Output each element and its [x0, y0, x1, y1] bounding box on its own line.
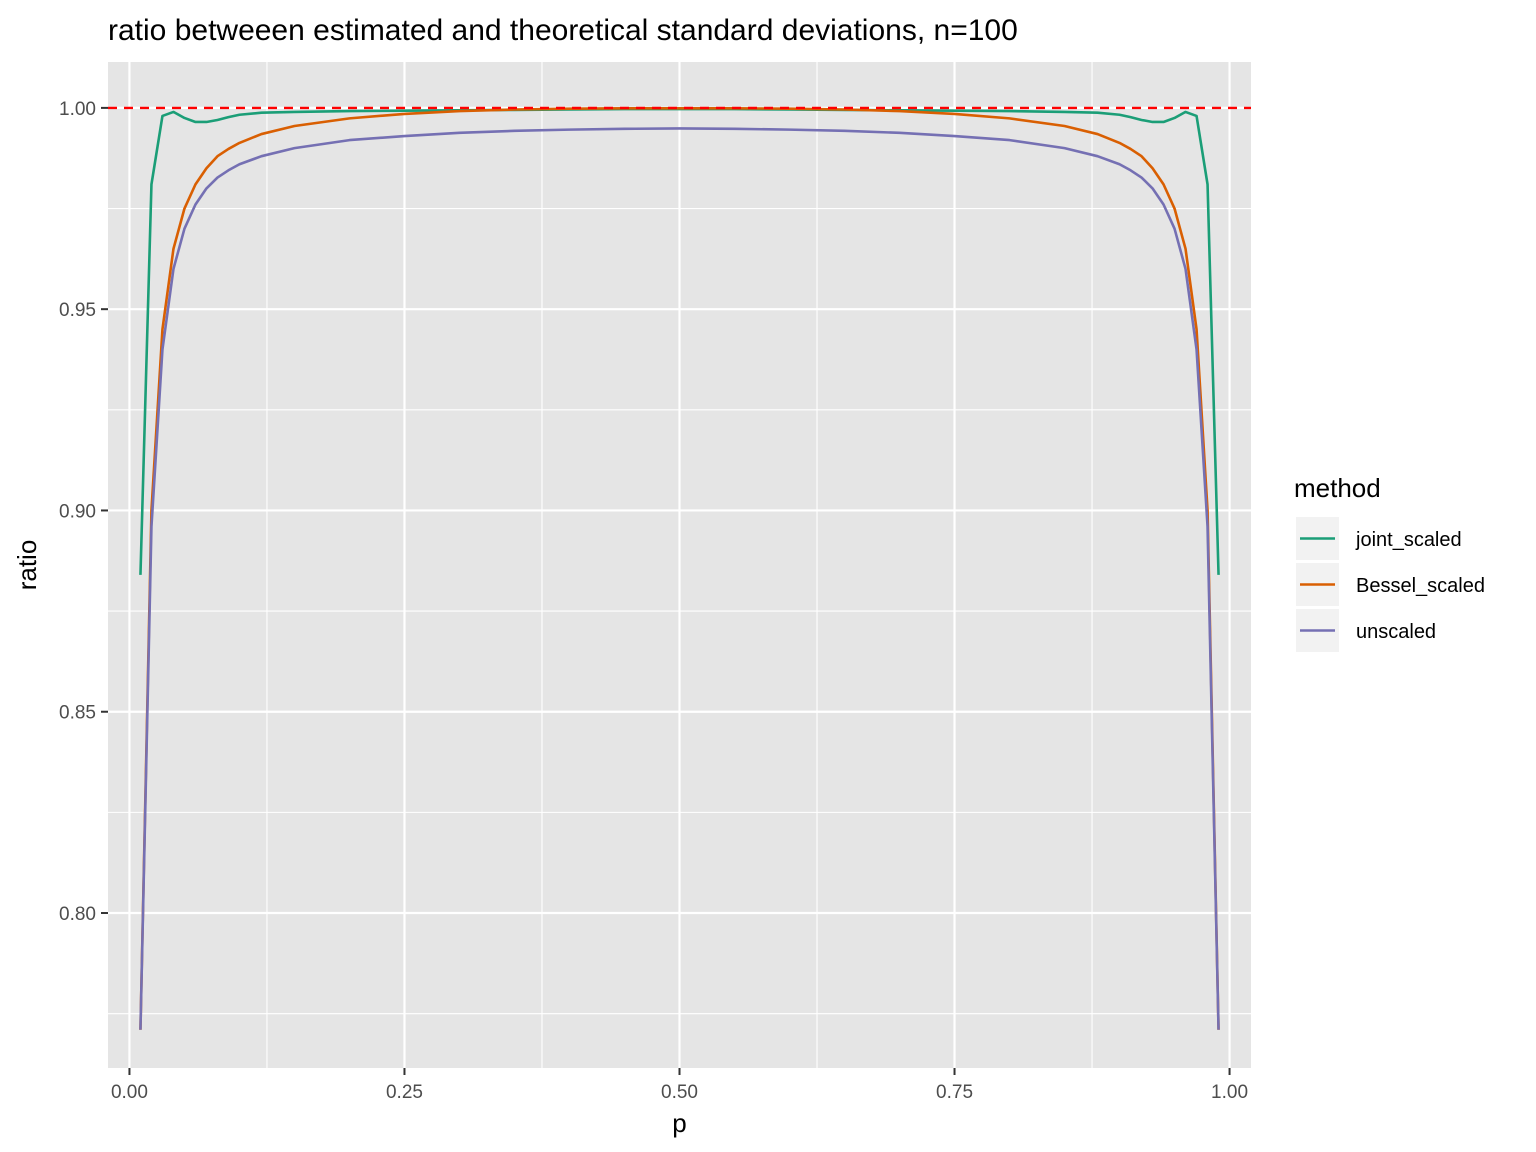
legend-label: unscaled — [1356, 621, 1436, 643]
y-tick-label: 0.90 — [59, 501, 96, 522]
legend-label: Bessel_scaled — [1356, 575, 1485, 597]
x-tick-label: 0.25 — [386, 1082, 423, 1103]
y-axis-title: ratio — [12, 540, 42, 591]
legend-label: joint_scaled — [1355, 529, 1462, 551]
y-tick-label: 0.95 — [59, 300, 96, 321]
y-axis: 0.80 0.85 0.90 0.95 1.00 — [59, 99, 108, 925]
chart-title: ratio betweeen estimated and theoretical… — [108, 14, 1018, 47]
series-line-unscaled — [139, 127, 1220, 1030]
y-tick-label: 1.00 — [59, 99, 96, 120]
y-tick-label: 0.85 — [59, 703, 96, 724]
x-tick-label: 1.00 — [1211, 1082, 1248, 1103]
x-axis-title: p — [672, 1108, 686, 1138]
y-tick-label: 0.80 — [59, 904, 96, 925]
legend-title: method — [1294, 473, 1381, 503]
legend: joint_scaled Bessel_scaled unscaled — [1296, 517, 1485, 652]
x-tick-label: 0.50 — [661, 1082, 698, 1103]
series-line-bessel-scaled — [139, 106, 1220, 1030]
x-axis: 0.00 0.25 0.50 0.75 1.00 — [111, 1068, 1248, 1103]
x-tick-label: 0.00 — [111, 1082, 148, 1103]
x-tick-label: 0.75 — [936, 1082, 973, 1103]
series-layer — [139, 106, 1220, 1030]
